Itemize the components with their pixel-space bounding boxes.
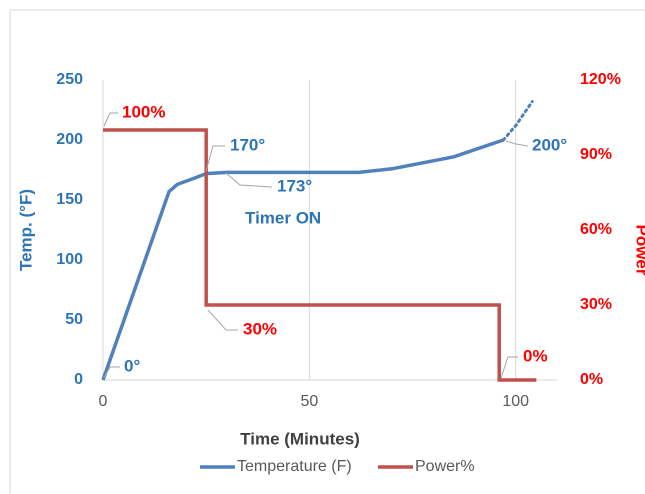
annotation-leader: [205, 145, 225, 172]
x-tick-label: 0: [99, 393, 108, 410]
annotation: 173°: [277, 176, 312, 195]
series-line: [103, 128, 537, 382]
series-line: [101, 138, 504, 381]
annotation-leader: [103, 112, 118, 127]
x-tick-label: 50: [300, 393, 318, 410]
y-axis-title: Temp. (°F): [16, 189, 35, 271]
y2-tick-label: 120%: [580, 71, 621, 88]
annotation-leader: [207, 309, 238, 331]
annotation-leader: [103, 366, 120, 379]
y2-tick-label: 60%: [580, 221, 612, 238]
y2-tick-label: 30%: [580, 296, 612, 313]
y2-tick-label: 90%: [580, 146, 612, 163]
annotation: 170°: [230, 135, 265, 154]
x-tick-label: 100: [502, 393, 529, 410]
annotation-leader: [505, 140, 529, 147]
y-tick-label: 0: [74, 371, 83, 388]
y-tick-label: 100: [56, 251, 83, 268]
legend-label: Temperature (F): [237, 458, 352, 475]
annotation: 0%: [523, 346, 548, 365]
y2-axis-title: Power: [633, 224, 645, 275]
y-tick-label: 150: [56, 191, 83, 208]
x-axis-title: Time (Minutes): [240, 429, 360, 448]
annotation-leader: [500, 356, 518, 379]
y-tick-label: 200: [56, 131, 83, 148]
annotation: 100%: [122, 102, 165, 121]
y2-tick-label: 0%: [580, 371, 603, 388]
annotation-leader: [225, 172, 273, 188]
annotation: 30%: [243, 319, 277, 338]
annotation: 0°: [124, 356, 140, 375]
series-line: [501, 100, 534, 142]
annotation: 200°: [532, 135, 567, 154]
legend-label: Power%: [415, 458, 475, 475]
y-tick-label: 250: [56, 71, 83, 88]
y-tick-label: 50: [65, 311, 83, 328]
annotation: Timer ON: [245, 208, 321, 227]
